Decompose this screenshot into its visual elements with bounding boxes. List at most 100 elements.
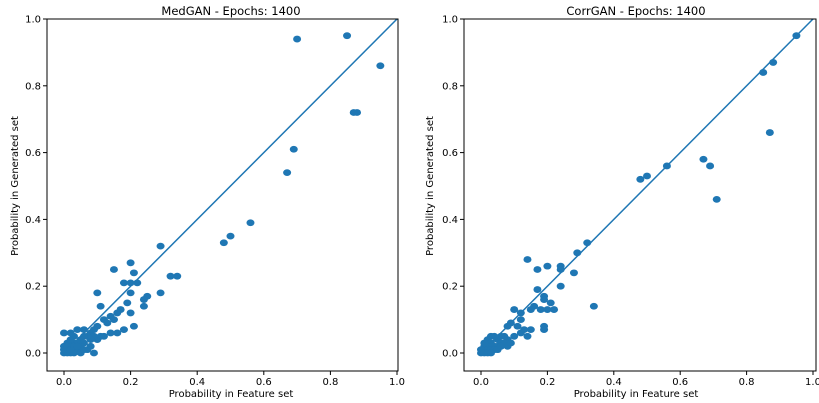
data-point (166, 272, 175, 280)
data-point (293, 35, 302, 43)
data-point (173, 272, 182, 280)
data-point (516, 316, 525, 323)
data-point (569, 269, 578, 277)
data-point (79, 346, 88, 354)
data-point (126, 289, 135, 297)
x-tick-label: 1.0 (389, 377, 405, 388)
x-axis-label: Probability in Feature set (169, 389, 294, 400)
data-point (109, 316, 118, 323)
marks-layer: 0.0 0.2 0.4 0.6 0.8 1.0 0.0 0.2 0.4 0.6 0.8 1.0 (442, 15, 819, 389)
x-tick-label: 0.6 (672, 377, 688, 388)
data-point (66, 329, 75, 337)
y-tick-label: 1.0 (442, 15, 458, 26)
data-point (636, 175, 645, 183)
x-tick-label: 0.8 (739, 377, 755, 388)
data-point (503, 322, 512, 330)
data-point (526, 306, 535, 313)
data-point (496, 342, 505, 350)
data-point (66, 336, 75, 344)
data-point (226, 232, 235, 240)
data-point (283, 169, 292, 177)
data-point (219, 239, 228, 247)
data-point (349, 109, 358, 116)
x-tick-label: 0.2 (123, 377, 139, 388)
data-point (546, 299, 555, 307)
x-tick-label: 0.2 (539, 377, 555, 388)
x-tick-label: 0.0 (473, 377, 489, 388)
y-tick-label: 0.4 (25, 215, 41, 226)
data-point (156, 289, 165, 297)
data-point (550, 306, 559, 313)
data-point (516, 309, 525, 317)
x-tick-label: 0.0 (56, 377, 72, 388)
y-tick-label: 0.8 (442, 81, 458, 92)
y-tick-label: 0.8 (25, 81, 41, 92)
data-point (699, 155, 708, 163)
data-point (109, 266, 118, 273)
data-point (643, 172, 651, 180)
x-tick-label: 0.4 (606, 377, 622, 388)
data-point (126, 309, 135, 317)
chart-title: CorrGAN - Epochs: 1400 (566, 4, 705, 18)
data-point (79, 326, 88, 334)
y-tick-label: 0.6 (442, 148, 458, 159)
data-point (139, 302, 148, 310)
data-point (589, 302, 598, 310)
data-point (533, 286, 542, 293)
data-point (106, 329, 115, 337)
data-point (113, 309, 122, 317)
data-point (556, 266, 565, 273)
y-tick-label: 1.0 (25, 15, 41, 26)
data-point (119, 326, 128, 334)
data-point (73, 326, 82, 334)
data-point (536, 306, 545, 313)
data-point (129, 322, 138, 330)
data-point (113, 329, 122, 337)
data-point (712, 195, 721, 203)
y-tick-label: 0.0 (25, 349, 41, 360)
data-point (792, 32, 801, 40)
data-point (96, 332, 105, 340)
x-tick-label: 0.4 (189, 377, 205, 388)
x-tick-label: 1.0 (805, 377, 819, 388)
data-point (126, 279, 135, 287)
data-point (89, 349, 98, 357)
data-point (510, 306, 519, 313)
chart-title: MedGAN - Epochs: 1400 (161, 4, 300, 18)
data-point (516, 329, 525, 337)
data-point (523, 256, 532, 263)
y-tick-label: 0.0 (442, 349, 458, 360)
y-axis-label: Probability in Generated set (10, 116, 21, 256)
data-point (73, 342, 82, 350)
data-point (93, 289, 102, 297)
data-point (540, 326, 549, 334)
data-point (533, 266, 542, 273)
data-point (556, 282, 565, 290)
data-point (523, 332, 532, 340)
data-point (486, 349, 495, 357)
data-point (543, 306, 552, 313)
data-point (376, 62, 385, 70)
data-point (289, 145, 298, 153)
data-point (156, 242, 165, 250)
data-point (133, 279, 142, 287)
corrgan-chart: CorrGAN - Epochs: 1400 Probability in Fe… (425, 4, 819, 400)
data-point (123, 299, 132, 307)
data-point (662, 162, 671, 170)
data-point (765, 129, 774, 136)
data-point (119, 279, 128, 287)
plot-frame (463, 18, 817, 372)
data-point (126, 259, 135, 267)
data-point (759, 69, 768, 76)
data-point (583, 239, 592, 247)
x-tick-label: 0.6 (256, 377, 272, 388)
data-point (60, 329, 68, 337)
data-point (769, 59, 778, 66)
marks-layer: 0.0 0.2 0.4 0.6 0.8 1.0 0.0 0.2 0.4 0.6 0.8 1.0 (25, 15, 405, 389)
data-point (510, 332, 519, 340)
y-axis-label: Probability in Generated set (425, 116, 436, 256)
data-point (506, 339, 515, 347)
plot-frame (46, 18, 399, 372)
data-point (543, 262, 552, 270)
